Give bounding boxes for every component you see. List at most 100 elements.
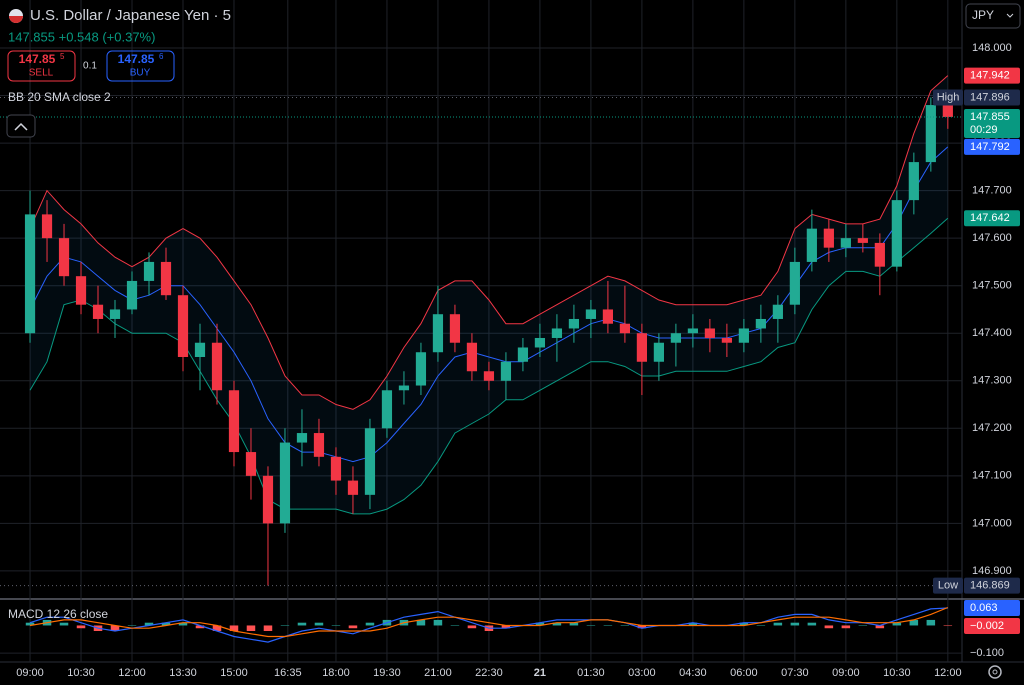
currency: JPY [972, 8, 994, 22]
macd-histogram-bar [365, 622, 375, 626]
candle-body [534, 337, 546, 348]
macd-histogram-bar [569, 622, 579, 626]
macd-label: MACD 12 26 close [8, 607, 108, 621]
candle-body [432, 314, 444, 353]
macd-histogram-bar [331, 625, 341, 626]
x-tick-label: 07:30 [781, 667, 809, 679]
macd-histogram-bar [501, 625, 511, 629]
y-tick-label: 147.100 [972, 470, 1012, 482]
x-tick-label: 06:00 [730, 667, 758, 679]
candle-body [160, 261, 172, 296]
candle-body [109, 309, 121, 319]
macd-tick-label: −0.100 [970, 647, 1004, 659]
ui: U.S. Dollar / Japanese Yen · 5 147.855 +… [6, 3, 1021, 679]
candle-body [177, 295, 189, 357]
candle-body [857, 238, 868, 243]
dropdown-icon [1006, 13, 1014, 18]
candle-body [840, 238, 851, 248]
x-tick-label: 16:35 [274, 667, 302, 679]
candle-body [262, 475, 274, 524]
candle-body [925, 105, 936, 163]
x-tick-label: 12:00 [118, 667, 146, 679]
macd-tag-label: −0.002 [970, 620, 1004, 632]
candle-body [449, 314, 461, 343]
y-tick-label: 147.600 [972, 232, 1012, 244]
y-tick-label: 147.400 [972, 327, 1012, 339]
candle-body [789, 261, 800, 305]
macd-histogram-bar [348, 625, 358, 629]
candle-body [874, 242, 885, 267]
macd-histogram-bar [314, 622, 324, 626]
candle-body [823, 228, 834, 248]
macd-histogram-bar [433, 619, 443, 626]
price-tag-label: 147.942 [970, 69, 1010, 81]
macd-histogram-bar [807, 622, 817, 626]
candle-body [585, 309, 597, 319]
y-tick-label: 146.900 [972, 565, 1012, 577]
flag-icon-half [9, 16, 23, 23]
band-upper [29, 75, 949, 410]
macd-histogram-bar [263, 625, 273, 631]
buy-button[interactable] [106, 50, 175, 82]
price-tag [964, 67, 1020, 84]
x-tick-label: 13:30 [169, 667, 197, 679]
buy-label: BUY [130, 68, 151, 79]
sell-pip: 5 [60, 52, 65, 61]
candle-body [245, 452, 257, 476]
macd-histogram-bar [841, 625, 851, 629]
macd-histogram-bar [892, 622, 902, 626]
extreme-name-tag [933, 89, 963, 106]
collapse-button[interactable] [6, 114, 36, 138]
candle-body [738, 328, 749, 343]
candle-body [483, 371, 495, 381]
y-tick-label: 147.300 [972, 375, 1012, 387]
currency-select[interactable] [965, 3, 1021, 29]
macd-histogram-bar [178, 622, 188, 626]
macd-line [29, 607, 948, 643]
settings-icon[interactable] [988, 665, 1002, 679]
x-tick-label: 09:00 [832, 667, 860, 679]
macd-histogram-bar [25, 622, 35, 626]
candle-body [602, 309, 614, 324]
macd-histogram-bar [909, 619, 919, 626]
x-tick-label: 10:30 [883, 667, 911, 679]
price-tag-label: 147.855 [970, 111, 1010, 123]
macd-histogram-bar [280, 625, 290, 626]
candle-body [92, 304, 104, 319]
extreme-label: 147.896 [970, 91, 1010, 103]
candle-body [755, 318, 766, 329]
x-tick-label: 04:30 [679, 667, 707, 679]
macd-histogram-bar [603, 625, 613, 626]
macd-histogram-bar [637, 625, 647, 629]
candle-body [143, 261, 155, 281]
y-tick-label: 148.000 [972, 42, 1012, 54]
sell-button[interactable] [7, 50, 76, 82]
candle-body [126, 280, 138, 310]
macd-histogram-bar [586, 625, 596, 626]
macd-histogram-bar [790, 622, 800, 626]
macd-histogram-bar [926, 619, 936, 626]
candle-body [313, 433, 325, 457]
candle-body [653, 342, 664, 362]
y-tick-label: 147.000 [972, 517, 1012, 529]
indicator-label: BB 20 SMA close 2 [8, 90, 111, 104]
plot [0, 75, 962, 643]
candle-body [330, 456, 342, 481]
macd-histogram-bar [127, 625, 137, 626]
candle-body [517, 347, 529, 362]
sell-label: SELL [29, 68, 54, 79]
macd-tag-label: 0.063 [970, 602, 998, 614]
candle-body [704, 328, 715, 338]
macd-histogram-bar [246, 625, 256, 631]
x-tick-label: 19:30 [373, 667, 401, 679]
candle-body [721, 337, 732, 343]
candle-body [466, 342, 478, 372]
macd-histogram-bar [620, 625, 630, 626]
symbol-title: U.S. Dollar / Japanese Yen · 5 [30, 7, 231, 24]
x-tick-label: 15:00 [220, 667, 248, 679]
price-tag [964, 108, 1020, 138]
candle-body [194, 342, 206, 357]
grid [0, 0, 962, 662]
macd-histogram-bar [110, 625, 120, 631]
